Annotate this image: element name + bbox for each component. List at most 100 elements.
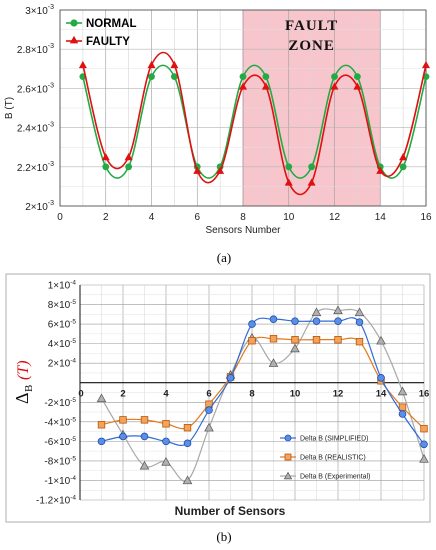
data-point-normal <box>353 73 361 81</box>
y-axis-label-symbol: Δ <box>12 392 32 404</box>
fault-zone-label-line2: ZONE <box>288 38 335 54</box>
data-point-realistic <box>97 421 106 429</box>
x-tick-label: 2 <box>120 389 125 400</box>
data-point-simplified <box>140 432 149 441</box>
y-axis-label-unit: (T) <box>15 360 32 380</box>
data-point-faulty <box>376 166 385 174</box>
data-point-simplified <box>269 315 278 324</box>
legend-faulty-marker <box>69 35 79 44</box>
data-point-faulty <box>216 166 225 174</box>
y-tick-label: 2.4×10-3 <box>17 122 54 135</box>
data-point-faulty <box>330 82 339 90</box>
x-tick-label: 16 <box>420 212 432 223</box>
data-point-faulty <box>307 178 316 186</box>
data-point-realistic <box>248 337 256 345</box>
data-point-normal <box>331 73 338 81</box>
data-point-normal <box>170 73 178 81</box>
x-tick-label: 4 <box>149 212 155 223</box>
data-point-faulty <box>124 153 133 161</box>
x-tick-label: 6 <box>194 212 200 223</box>
data-point-experimental <box>333 305 343 315</box>
data-point-simplified <box>334 317 342 325</box>
y-tick-label: 2.6×10-3 <box>17 82 54 95</box>
data-point-faulty <box>353 82 362 90</box>
x-tick-label: 12 <box>329 212 341 223</box>
legend-marker-realistic <box>284 453 292 461</box>
data-point-simplified <box>291 317 299 325</box>
data-point-faulty <box>239 82 247 90</box>
chart-panel-b: 0 2 4 6 8 10 12 14 16 1×10-4 8×10-5 6×10-5 4×10-5 2×1… <box>5 273 431 544</box>
data-point-simplified <box>312 317 321 325</box>
y-tick-label: 2×10-4 <box>48 358 77 370</box>
data-point-simplified <box>97 437 106 446</box>
data-point-simplified <box>226 374 235 382</box>
x-tick-label: 0 <box>78 389 83 400</box>
data-point-experimental <box>376 335 386 345</box>
y-axis-label-b: Δ B (T) <box>12 360 35 404</box>
legend-label-2: Delta B (Experimental) <box>300 474 370 481</box>
tick-labels-a: 0 2 4 6 8 10 12 14 16 2×10-3 2.2×10-3 2.4×10-3 2.6×1… <box>17 4 432 223</box>
data-point-experimental <box>182 475 193 485</box>
x-tick-label: 10 <box>283 212 295 223</box>
data-point-simplified <box>377 374 385 382</box>
data-point-experimental <box>204 422 214 432</box>
data-point-realistic <box>355 337 364 346</box>
data-point-experimental <box>290 343 300 353</box>
x-tick-label: 0 <box>57 212 63 223</box>
data-point-faulty <box>261 82 270 90</box>
plot-frame-a <box>59 9 427 207</box>
data-point-simplified <box>420 440 428 449</box>
x-axis-label-b: Number of Sensors <box>175 504 286 518</box>
series-line-1 <box>101 336 425 430</box>
data-point-faulty <box>147 60 156 69</box>
data-point-realistic <box>183 423 192 432</box>
y-tick-label: 4×10-5 <box>48 338 77 350</box>
data-point-experimental <box>268 358 279 367</box>
x-tick-label: 10 <box>290 389 301 400</box>
series-line-normal <box>82 64 427 179</box>
data-point-normal <box>285 163 293 171</box>
x-tick-label: 14 <box>375 212 387 223</box>
data-point-experimental <box>397 386 408 396</box>
series-line-faulty <box>82 51 427 196</box>
data-point-experimental <box>96 393 107 403</box>
y-tick-label: 8×10-5 <box>48 299 77 311</box>
x-axis-label-a: Sensors Number <box>205 225 281 236</box>
data-point-experimental <box>161 456 171 466</box>
panel-caption-a: (a) <box>217 250 231 265</box>
series-line-0 <box>101 317 425 446</box>
legend-faulty-label: FAULTY <box>86 36 130 48</box>
y-axis-label-a: B (T) <box>4 97 15 119</box>
data-point-simplified <box>162 437 170 446</box>
x-tick-label: 8 <box>240 212 246 223</box>
data-point-simplified <box>355 318 364 326</box>
legend-b: Delta B (SIMPLIFIED) Delta B (REALISTIC) D… <box>280 434 370 481</box>
data-point-experimental <box>419 454 429 463</box>
data-point-faulty <box>78 60 87 69</box>
data-point-normal <box>148 73 155 81</box>
y-tick-label: -4×10-5 <box>44 416 76 428</box>
data-point-faulty <box>399 153 408 161</box>
data-point-normal <box>308 163 316 171</box>
data-point-normal <box>102 163 110 171</box>
data-point-normal <box>239 73 247 81</box>
data-point-realistic <box>334 336 342 344</box>
x-tick-label: 14 <box>376 389 387 400</box>
y-tick-label: 1×10-4 <box>48 280 77 292</box>
legend-label-0: Delta B (SIMPLIFIED) <box>300 436 368 443</box>
series-group-a <box>78 51 430 196</box>
data-point-realistic <box>119 416 127 424</box>
tick-labels-b: 0 2 4 6 8 10 12 14 16 1×10-4 8×10-5 6×10-5 4×10-5 2×1… <box>36 280 429 507</box>
data-point-simplified <box>119 432 127 441</box>
data-point-faulty <box>101 153 110 161</box>
data-point-experimental <box>311 307 322 317</box>
legend-marker-experimental <box>283 471 293 480</box>
data-point-simplified <box>248 320 256 328</box>
data-point-normal <box>125 163 133 171</box>
y-tick-label: 2.2×10-3 <box>17 161 54 174</box>
data-point-experimental <box>354 307 365 317</box>
data-point-faulty <box>170 60 179 69</box>
data-point-normal <box>262 73 270 81</box>
series-group-b <box>96 305 429 485</box>
legend-a: NORMAL FAULTY <box>66 18 136 48</box>
